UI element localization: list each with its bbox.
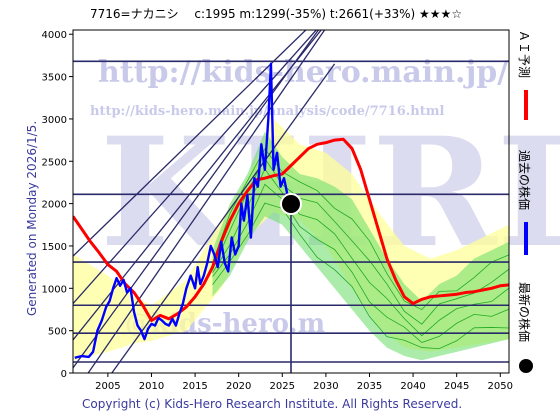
y-tick-label: 3500 xyxy=(42,73,67,84)
watermark-url-detail: http://kids-hero.main.jp/analysis/code/7… xyxy=(90,104,445,119)
legend-label: ＡＩ予測 xyxy=(517,30,531,78)
trend-line xyxy=(87,30,326,373)
x-tick-label: 2015 xyxy=(182,381,207,392)
x-tick-label: 2020 xyxy=(226,381,251,392)
x-tick-label: 2040 xyxy=(400,381,425,392)
trend-line xyxy=(73,30,322,341)
x-tick-label: 2005 xyxy=(95,381,120,392)
trend-line xyxy=(73,30,318,304)
x-tick-label: 2045 xyxy=(444,381,469,392)
generated-date-label: Generated on Monday 2026/1/5. xyxy=(25,121,39,316)
ensemble-line xyxy=(212,168,509,337)
trend-line xyxy=(111,63,336,373)
current-price xyxy=(280,193,302,216)
series-lines xyxy=(73,62,509,359)
y-tick-label: 1500 xyxy=(42,242,67,253)
x-axis: 2005 2010 2015 2020 2025 2030 2035 2040 2045 2050 xyxy=(95,373,513,392)
legend-marker xyxy=(519,359,533,373)
y-axis: 0 500 1000 1500 2000 2500 3000 3500 4000 xyxy=(42,30,73,380)
trend-line xyxy=(73,30,320,369)
ensemble-line xyxy=(212,202,509,350)
legend-label: 過去の株価 xyxy=(517,150,532,210)
x-tick-label: 2035 xyxy=(357,381,382,392)
y-tick-label: 2000 xyxy=(42,200,67,211)
diagonal-trendlines xyxy=(73,30,336,373)
x-tick-label: 2030 xyxy=(313,381,338,392)
ensemble-line xyxy=(212,183,509,344)
y-tick-label: 2500 xyxy=(42,157,67,168)
legend-label: 最新の株価 xyxy=(517,282,532,342)
trend-line xyxy=(73,30,307,257)
plot-frame xyxy=(72,29,510,374)
x-tick-label: 2050 xyxy=(488,381,513,392)
legend-item-latest-price: 最新の株価 xyxy=(517,282,533,373)
legend-item-ai-forecast: ＡＩ予測 xyxy=(517,30,531,120)
plot-area: KHRI http://kids-hero.main.jp/ http://ki… xyxy=(72,29,560,374)
copyright-footer: Copyright (c) Kids-Hero Research Institu… xyxy=(82,397,462,411)
y-tick-label: 1000 xyxy=(42,284,67,295)
legend: ＡＩ予測 過去の株価 最新の株価 xyxy=(517,30,533,373)
legend-item-past-price: 過去の株価 xyxy=(517,150,532,255)
ai-forecast-line xyxy=(73,137,509,322)
y-tick-label: 500 xyxy=(48,327,67,338)
y-tick-label: 0 xyxy=(61,369,67,380)
chart-title: 7716=ナカニシ c:1995 m:1299(-35%) t:2661(+33… xyxy=(90,7,462,21)
x-tick-label: 2010 xyxy=(139,381,164,392)
y-tick-label: 3000 xyxy=(42,115,67,126)
current-price-marker xyxy=(280,193,302,216)
past-price-line xyxy=(74,62,293,359)
x-tick-label: 2025 xyxy=(270,381,295,392)
y-tick-label: 4000 xyxy=(42,30,67,41)
